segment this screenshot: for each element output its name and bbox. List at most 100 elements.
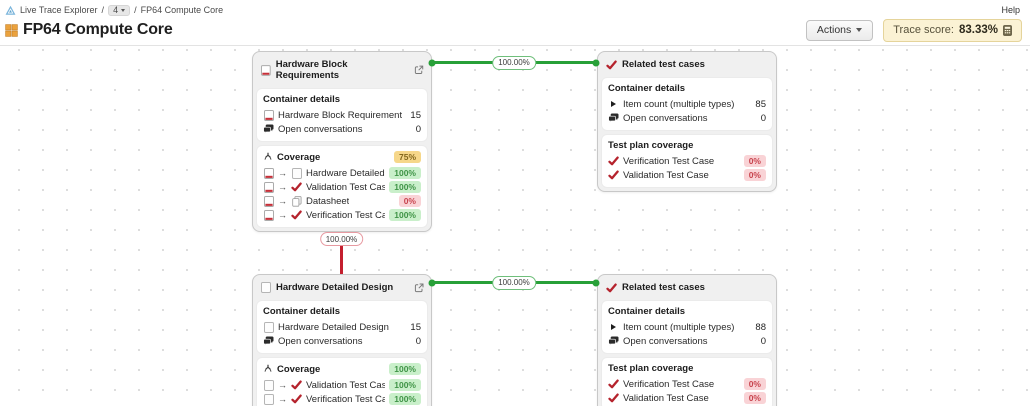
coverage-row: Validation Test Case 0%	[608, 168, 766, 182]
detail-row: Open conversations 0	[263, 334, 421, 348]
breadcrumb-separator: /	[134, 5, 137, 15]
detail-row: Open conversations 0	[608, 111, 766, 125]
detail-value: 0	[415, 123, 421, 135]
document-red-icon	[261, 64, 271, 76]
relationship-arrow-icon: →	[278, 393, 287, 404]
check-icon	[608, 170, 619, 180]
app-logo-icon	[5, 5, 16, 15]
coverage-label: Verification Test Case	[306, 209, 386, 221]
breadcrumb-separator: /	[101, 5, 105, 15]
coverage-label: Verification Test Case	[623, 155, 715, 167]
breadcrumb-current: FP64 Compute Core	[140, 5, 224, 15]
container-details-section: Container details Item count (multiple t…	[601, 77, 773, 131]
card-header: Related test cases	[601, 278, 773, 297]
connector-label: 100.00%	[492, 275, 536, 290]
coverage-badge: 100%	[389, 181, 421, 193]
coverage-label: Verification Test Case	[306, 393, 386, 405]
coverage-badge: 0%	[743, 392, 766, 404]
section-heading-row: Coverage 100%	[263, 362, 421, 378]
detail-label: Open conversations	[278, 335, 363, 347]
connector-label: 100.00%	[319, 232, 364, 246]
detail-row: Item count (multiple types) 85	[608, 97, 766, 111]
node-card-hardware-detailed-design[interactable]: Hardware Detailed Design Container detai…	[252, 274, 432, 406]
detail-value: 85	[755, 98, 766, 110]
container-details-section: Container details Item count (multiple t…	[601, 300, 773, 354]
trace-view-icon	[5, 23, 18, 37]
connector-endpoint-dot	[592, 279, 600, 286]
detail-label: Item count (multiple types)	[623, 321, 735, 333]
external-link-icon[interactable]	[414, 65, 424, 75]
node-card-related-test-cases-bottom[interactable]: Related test cases Container details Ite…	[597, 274, 777, 406]
trace-icon	[264, 364, 272, 372]
coverage-section: Coverage 100% → Validation Test Case 100…	[256, 357, 428, 406]
caret-right-icon[interactable]	[611, 101, 616, 107]
connector-endpoint-dot	[428, 279, 436, 286]
coverage-row: → Verification Test Case 100%	[263, 392, 421, 406]
section-heading: Container details	[263, 306, 341, 317]
check-icon	[291, 380, 302, 390]
coverage-badge: 100%	[389, 209, 421, 221]
trace-icon	[264, 152, 272, 160]
section-heading: Test plan coverage	[608, 140, 694, 151]
card-title: Hardware Block Requirements	[275, 59, 348, 81]
node-card-related-test-cases-top[interactable]: Related test cases Container details Ite…	[597, 51, 777, 192]
datasheet-icon	[291, 195, 301, 207]
section-heading-row: Coverage 75%	[263, 150, 421, 166]
document-icon	[263, 393, 274, 405]
coverage-total-badge: 75%	[393, 151, 421, 163]
detail-row: Hardware Detailed Design 15	[263, 320, 421, 334]
title-bar: FP64 Compute Core Actions Trace score: 8…	[0, 17, 1030, 45]
detail-value: 0	[760, 112, 766, 124]
calculator-icon[interactable]	[1003, 24, 1012, 36]
coverage-row: Verification Test Case 0%	[608, 154, 766, 168]
page-title: FP64 Compute Core	[23, 21, 173, 38]
check-icon	[608, 156, 619, 166]
conversations-icon	[608, 113, 619, 123]
external-link-icon[interactable]	[414, 283, 424, 293]
trace-canvas[interactable]: 100.00% 100.00% 100.00% Hardware Block R…	[0, 45, 1030, 406]
breadcrumb: Live Trace Explorer / 4 / FP64 Compute C…	[5, 4, 224, 16]
detail-value: 0	[415, 335, 421, 347]
coverage-badge: 0%	[743, 169, 766, 181]
version-dropdown[interactable]: 4	[108, 4, 131, 16]
document-icon	[263, 321, 274, 333]
detail-label: Hardware Block Requirement	[278, 109, 403, 121]
coverage-total-badge: 100%	[389, 363, 421, 375]
detail-label: Open conversations	[278, 123, 363, 135]
breadcrumb-app[interactable]: Live Trace Explorer	[20, 5, 98, 15]
detail-label: Open conversations	[623, 112, 708, 124]
card-title: Related test cases	[622, 59, 705, 70]
section-heading: Container details	[608, 306, 686, 317]
coverage-label: Hardware Detailed Design	[306, 167, 385, 179]
coverage-heading: Coverage	[277, 151, 321, 163]
test-plan-coverage-section: Test plan coverage Verification Test Cas…	[601, 134, 773, 188]
trace-score-value: 83.33%	[958, 24, 998, 36]
connector-label: 100.00%	[492, 55, 536, 70]
coverage-badge: 0%	[398, 195, 421, 207]
trace-score-badge: Trace score: 83.33%	[883, 18, 1022, 42]
coverage-label: Validation Test Case	[623, 392, 709, 404]
document-red-icon	[263, 109, 274, 121]
top-bar: Live Trace Explorer / 4 / FP64 Compute C…	[0, 0, 1030, 17]
check-icon	[608, 393, 619, 403]
coverage-row: → Validation Test Case 100%	[263, 180, 421, 194]
detail-row: Item count (multiple types) 88	[608, 320, 766, 334]
detail-row: Hardware Block Requirement 15	[263, 108, 421, 122]
document-red-icon	[263, 195, 274, 207]
card-title: Hardware Detailed Design	[276, 282, 394, 293]
coverage-section: Coverage 75% → Hardware Detailed Design …	[256, 145, 428, 228]
document-icon	[261, 282, 271, 293]
caret-right-icon[interactable]	[611, 324, 616, 330]
card-header: Hardware Detailed Design	[256, 278, 428, 297]
check-icon	[606, 59, 617, 69]
help-link[interactable]: Help	[1001, 5, 1020, 15]
document-red-icon	[263, 181, 274, 193]
check-icon	[606, 282, 617, 292]
coverage-heading: Coverage	[277, 363, 321, 375]
node-card-hardware-block-requirements[interactable]: Hardware Block Requirements Container de…	[252, 51, 432, 232]
container-details-section: Container details Hardware Detailed Desi…	[256, 300, 428, 354]
coverage-label: Verification Test Case	[623, 378, 715, 390]
actions-button[interactable]: Actions	[805, 19, 874, 41]
coverage-badge: 100%	[389, 167, 421, 179]
coverage-row: Validation Test Case 0%	[608, 391, 766, 405]
